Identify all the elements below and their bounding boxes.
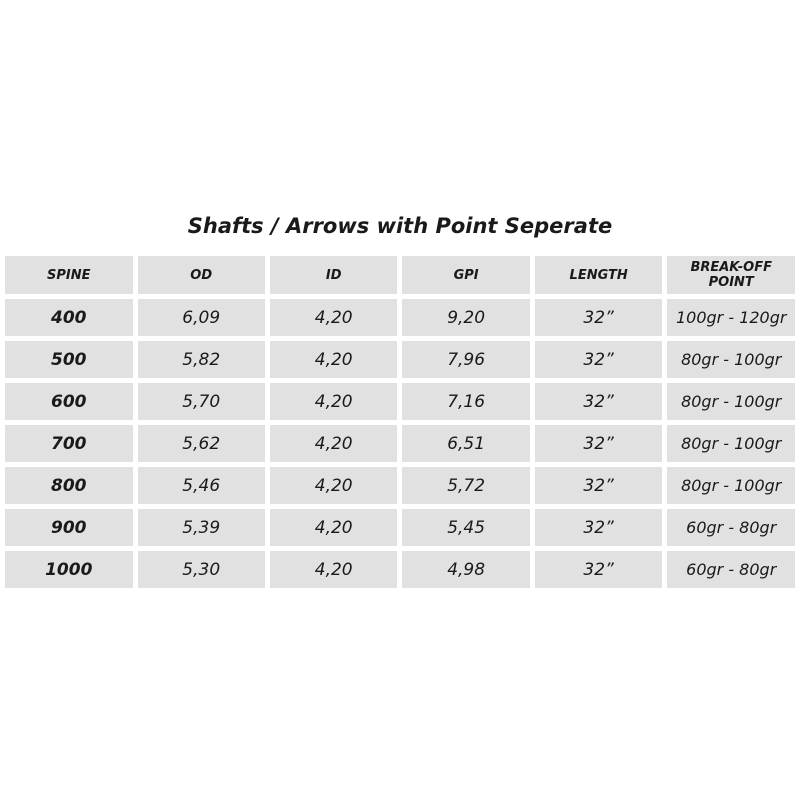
cell-od: 5,62 bbox=[137, 425, 265, 462]
cell-id: 4,20 bbox=[269, 467, 398, 504]
cell-id: 4,20 bbox=[269, 509, 398, 546]
cell-length: 32” bbox=[534, 425, 663, 462]
header-id: ID bbox=[269, 256, 398, 294]
cell-od: 5,82 bbox=[137, 341, 265, 378]
cell-break-off-point: 80gr - 100gr bbox=[667, 425, 795, 462]
cell-break-off-point: 60gr - 80gr bbox=[667, 551, 795, 588]
cell-spine: 700 bbox=[5, 425, 133, 462]
cell-od: 5,70 bbox=[137, 383, 265, 420]
header-spine: SPINE bbox=[5, 256, 133, 294]
spec-table: SPINE OD ID GPI LENGTH BREAK-OFF POINT 400 6,0… bbox=[0, 251, 800, 593]
cell-id: 4,20 bbox=[269, 383, 398, 420]
cell-gpi: 7,16 bbox=[402, 383, 530, 420]
header-od: OD bbox=[137, 256, 265, 294]
cell-gpi: 6,51 bbox=[402, 425, 530, 462]
cell-id: 4,20 bbox=[269, 551, 398, 588]
cell-break-off-point: 80gr - 100gr bbox=[667, 383, 795, 420]
cell-spine: 500 bbox=[5, 341, 133, 378]
cell-spine: 1000 bbox=[5, 551, 133, 588]
cell-id: 4,20 bbox=[269, 341, 398, 378]
cell-length: 32” bbox=[534, 551, 663, 588]
cell-id: 4,20 bbox=[269, 425, 398, 462]
table-row: 800 5,46 4,20 5,72 32” 80gr - 100gr bbox=[5, 467, 795, 504]
cell-spine: 600 bbox=[5, 383, 133, 420]
cell-gpi: 4,98 bbox=[402, 551, 530, 588]
cell-gpi: 7,96 bbox=[402, 341, 530, 378]
cell-spine: 800 bbox=[5, 467, 133, 504]
cell-gpi: 5,45 bbox=[402, 509, 530, 546]
table-row: 400 6,09 4,20 9,20 32” 100gr - 120gr bbox=[5, 299, 795, 336]
cell-length: 32” bbox=[534, 341, 663, 378]
cell-break-off-point: 100gr - 120gr bbox=[667, 299, 795, 336]
cell-length: 32” bbox=[534, 467, 663, 504]
cell-id: 4,20 bbox=[269, 299, 398, 336]
cell-spine: 400 bbox=[5, 299, 133, 336]
cell-break-off-point: 80gr - 100gr bbox=[667, 467, 795, 504]
header-length: LENGTH bbox=[534, 256, 663, 294]
header-break-off-point: BREAK-OFF POINT bbox=[667, 256, 795, 294]
cell-od: 5,39 bbox=[137, 509, 265, 546]
cell-length: 32” bbox=[534, 299, 663, 336]
cell-break-off-point: 60gr - 80gr bbox=[667, 509, 795, 546]
cell-od: 5,46 bbox=[137, 467, 265, 504]
table-row: 900 5,39 4,20 5,45 32” 60gr - 80gr bbox=[5, 509, 795, 546]
table-row: 700 5,62 4,20 6,51 32” 80gr - 100gr bbox=[5, 425, 795, 462]
header-gpi: GPI bbox=[402, 256, 530, 294]
cell-gpi: 5,72 bbox=[402, 467, 530, 504]
table-row: 1000 5,30 4,20 4,98 32” 60gr - 80gr bbox=[5, 551, 795, 588]
table-title: Shafts / Arrows with Point Seperate bbox=[187, 214, 613, 238]
cell-od: 6,09 bbox=[137, 299, 265, 336]
table-body: 400 6,09 4,20 9,20 32” 100gr - 120gr 500 5,82 4,… bbox=[5, 299, 795, 588]
cell-spine: 900 bbox=[5, 509, 133, 546]
cell-break-off-point: 80gr - 100gr bbox=[667, 341, 795, 378]
table-row: 500 5,82 4,20 7,96 32” 80gr - 100gr bbox=[5, 341, 795, 378]
header-row: SPINE OD ID GPI LENGTH BREAK-OFF POINT bbox=[5, 256, 795, 294]
cell-gpi: 9,20 bbox=[402, 299, 530, 336]
cell-length: 32” bbox=[534, 509, 663, 546]
cell-od: 5,30 bbox=[137, 551, 265, 588]
table-row: 600 5,70 4,20 7,16 32” 80gr - 100gr bbox=[5, 383, 795, 420]
cell-length: 32” bbox=[534, 383, 663, 420]
